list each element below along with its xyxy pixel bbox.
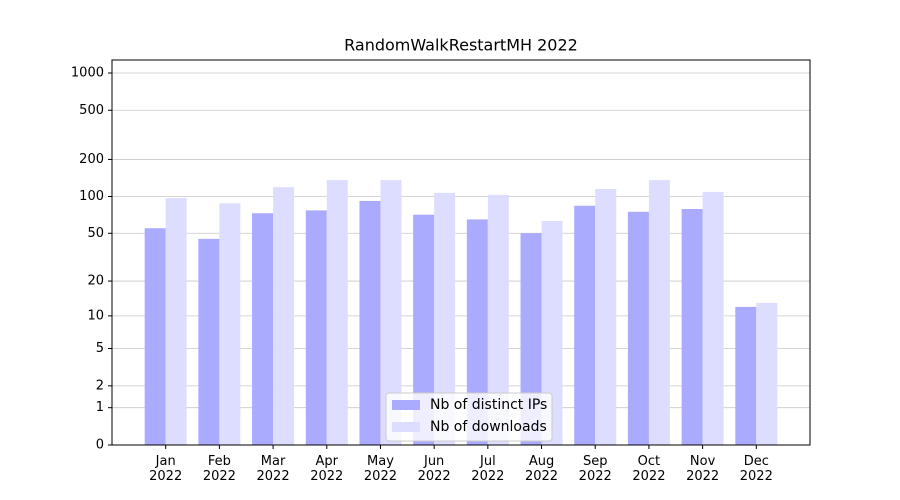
bar xyxy=(252,213,274,445)
bar xyxy=(305,210,327,445)
x-tick-label: Mar 2022 xyxy=(257,454,290,484)
bar xyxy=(541,221,563,445)
y-tick-label: 5 xyxy=(96,341,104,356)
legend-label: Nb of distinct IPs xyxy=(430,397,547,413)
legend-box xyxy=(385,392,553,442)
bar xyxy=(326,180,348,445)
y-tick-label: 50 xyxy=(87,226,104,241)
bar xyxy=(627,211,649,445)
legend-swatch xyxy=(392,400,420,410)
bar xyxy=(165,198,187,445)
x-tick-label: Jun 2022 xyxy=(418,454,451,484)
y-tick-label: 0 xyxy=(96,438,104,453)
bar xyxy=(574,205,596,445)
y-tick-label: 200 xyxy=(79,152,104,167)
y-tick-label: 100 xyxy=(79,189,104,204)
y-tick-label: 20 xyxy=(87,274,104,289)
bar xyxy=(702,191,724,445)
bar xyxy=(466,219,488,445)
y-tick-label: 1000 xyxy=(71,65,104,80)
x-tick-label: Dec 2022 xyxy=(740,454,773,484)
bar xyxy=(219,203,241,445)
x-tick-label: Jul 2022 xyxy=(471,454,504,484)
chart-title: RandomWalkRestartMH 2022 xyxy=(344,36,578,55)
bar xyxy=(380,180,402,445)
x-tick-label: Feb 2022 xyxy=(203,454,236,484)
y-tick-label: 10 xyxy=(87,308,104,323)
bar xyxy=(520,233,542,445)
x-tick-label: May 2022 xyxy=(364,454,397,484)
x-tick-label: Aug 2022 xyxy=(525,454,558,484)
y-tick-label: 2 xyxy=(96,378,104,393)
bar xyxy=(273,187,295,445)
x-tick-label: Sep 2022 xyxy=(579,454,612,484)
bar xyxy=(144,228,166,445)
bar xyxy=(595,189,617,445)
bar xyxy=(434,192,456,445)
legend-swatch xyxy=(392,422,420,432)
bar xyxy=(756,302,778,445)
bar xyxy=(359,200,381,445)
x-tick-label: Oct 2022 xyxy=(632,454,665,484)
bar xyxy=(487,194,509,445)
legend-label: Nb of downloads xyxy=(430,419,547,435)
bar xyxy=(735,306,757,445)
x-tick-label: Apr 2022 xyxy=(310,454,343,484)
bar xyxy=(681,209,703,445)
x-tick-label: Jan 2022 xyxy=(149,454,182,484)
x-tick-label: Nov 2022 xyxy=(686,454,719,484)
bar xyxy=(198,238,220,445)
y-tick-label: 500 xyxy=(79,103,104,118)
bar xyxy=(413,214,435,445)
y-tick-label: 1 xyxy=(96,400,104,415)
plot-frame xyxy=(111,59,811,446)
bar xyxy=(648,180,670,445)
